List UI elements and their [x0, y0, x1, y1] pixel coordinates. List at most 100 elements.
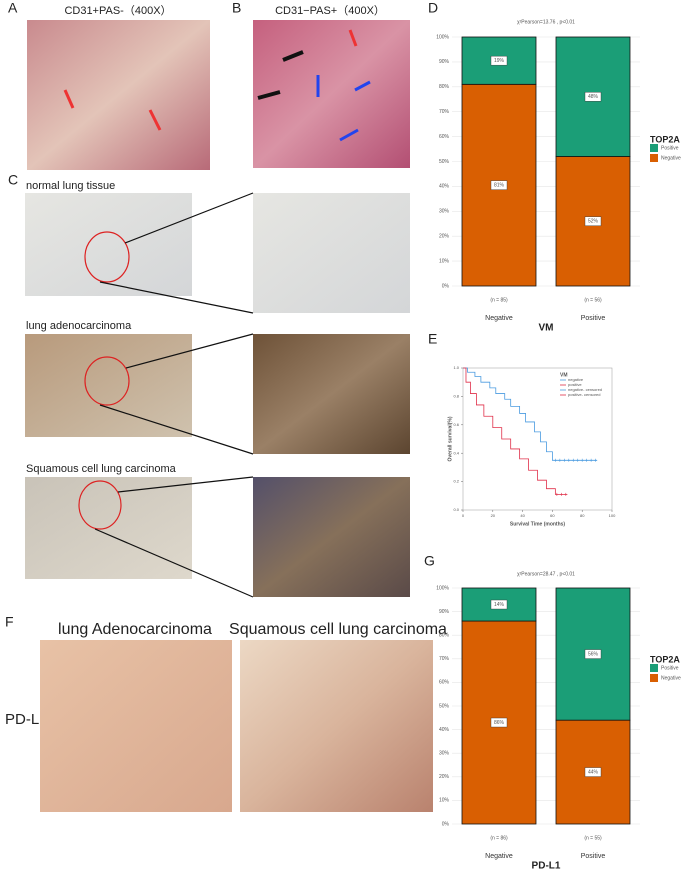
- image: [253, 477, 410, 597]
- y-tick-label: 70%: [439, 656, 450, 662]
- y-tick-label: 10%: [439, 258, 450, 264]
- y-tick-label: 0.0: [453, 507, 459, 512]
- panel-letter: C: [8, 172, 18, 188]
- censor-mark: [558, 458, 562, 462]
- survival-curve: [463, 367, 568, 495]
- image: [25, 193, 192, 296]
- censor-mark: [559, 492, 563, 496]
- row-label: normal lung tissue: [26, 180, 115, 192]
- n-label: (n = 86): [490, 835, 508, 841]
- censor-mark: [555, 492, 559, 496]
- y-tick-label: 10%: [439, 798, 450, 804]
- censor-mark: [580, 458, 584, 462]
- caption: CD31−PAS+（400X）: [275, 4, 385, 17]
- value-label: 44%: [588, 769, 599, 775]
- plot-frame: [462, 367, 613, 511]
- image: [240, 640, 433, 812]
- image: [253, 334, 410, 454]
- value-label: 86%: [494, 720, 505, 726]
- censor-mark: [585, 458, 589, 462]
- y-tick-label: 100%: [436, 34, 449, 40]
- y-tick-label: 0.6: [453, 422, 459, 427]
- panel-letter: E: [428, 331, 437, 347]
- y-tick-label: 20%: [439, 234, 450, 240]
- image: [25, 477, 192, 579]
- column-label: lung Adenocarcinoma: [58, 621, 212, 638]
- y-tick-label: 0.2: [453, 479, 459, 484]
- panel-letter: F: [5, 614, 14, 630]
- y-tick-label: 40%: [439, 727, 450, 733]
- censor-mark: [564, 492, 568, 496]
- y-tick-label: 30%: [439, 209, 450, 215]
- image: [25, 334, 192, 437]
- legend-label: Positive: [661, 665, 679, 671]
- value-label-box: [490, 599, 508, 610]
- value-label-box: [584, 216, 602, 226]
- row-label: PD-L1: [5, 711, 48, 728]
- y-tick-label: 90%: [439, 609, 450, 615]
- y-axis-label: Overall survival(%): [447, 416, 453, 461]
- row-label: Squamous cell lung carcinoma: [26, 463, 177, 475]
- zoom-lines: [94, 192, 254, 598]
- n-label: (n = 85): [490, 297, 508, 303]
- value-label: 48%: [588, 94, 599, 100]
- y-tick-label: 0%: [442, 283, 450, 289]
- circle: [84, 356, 130, 406]
- y-tick-label: 90%: [439, 59, 450, 65]
- x-tick-label: 100: [609, 513, 616, 518]
- censor-mark: [576, 458, 580, 462]
- legend-title: TOP2A: [650, 654, 680, 664]
- image: [27, 20, 210, 170]
- censor-mark: [589, 458, 593, 462]
- y-tick-label: 100%: [436, 585, 449, 591]
- legend-swatch: [650, 154, 658, 162]
- x-tick-label: Negative: [485, 853, 513, 860]
- panel-letter: A: [8, 0, 18, 16]
- y-tick-label: 0.8: [453, 393, 459, 398]
- y-tick-label: 80%: [439, 84, 450, 90]
- value-label-box: [584, 767, 602, 777]
- panel-letter: B: [232, 0, 241, 16]
- subtitle: χ²Pearson=13.76 , p<0.01: [517, 19, 575, 25]
- panel-letter: G: [424, 553, 435, 569]
- y-tick-label: 0.4: [453, 450, 459, 455]
- micrographs: [25, 20, 433, 812]
- value-label-box: [490, 180, 508, 190]
- y-tick-label: 1.0: [453, 365, 459, 370]
- value-label-box: [584, 92, 602, 102]
- image: [40, 640, 232, 812]
- censor-mark: [562, 458, 566, 462]
- legend-label: negative: [568, 377, 584, 382]
- circle: [78, 480, 122, 530]
- x-tick-label: Positive: [581, 315, 606, 322]
- legend-title: VM: [560, 372, 568, 378]
- value-label: 81%: [494, 182, 505, 188]
- y-tick-label: 50%: [439, 159, 450, 165]
- y-tick-label: 70%: [439, 109, 450, 115]
- legend-title: TOP2A: [650, 134, 680, 144]
- image: [253, 193, 410, 313]
- censor-mark: [571, 458, 575, 462]
- legend-swatch: [650, 144, 658, 152]
- legend-label: Negative: [661, 675, 681, 681]
- x-tick-label: Positive: [581, 853, 606, 860]
- y-tick-label: 60%: [439, 134, 450, 140]
- row-label: lung adenocarcinoma: [26, 320, 132, 332]
- y-tick-label: 20%: [439, 774, 450, 780]
- legend-label: Positive: [661, 145, 679, 151]
- legend-label: positive: [568, 382, 582, 387]
- y-tick-label: 60%: [439, 680, 450, 686]
- legend-swatch: [650, 674, 658, 682]
- x-axis-label: VM: [539, 323, 554, 334]
- n-label: (n = 55): [584, 835, 602, 841]
- legend-label: positive- censored: [568, 392, 600, 397]
- censor-mark: [553, 458, 557, 462]
- y-tick-label: 50%: [439, 703, 450, 709]
- x-tick-label: 40: [520, 513, 525, 518]
- censor-mark: [567, 458, 571, 462]
- x-tick-label: 20: [491, 513, 496, 518]
- column-label: Squamous cell lung carcinoma: [229, 621, 447, 638]
- value-label: 56%: [588, 651, 599, 657]
